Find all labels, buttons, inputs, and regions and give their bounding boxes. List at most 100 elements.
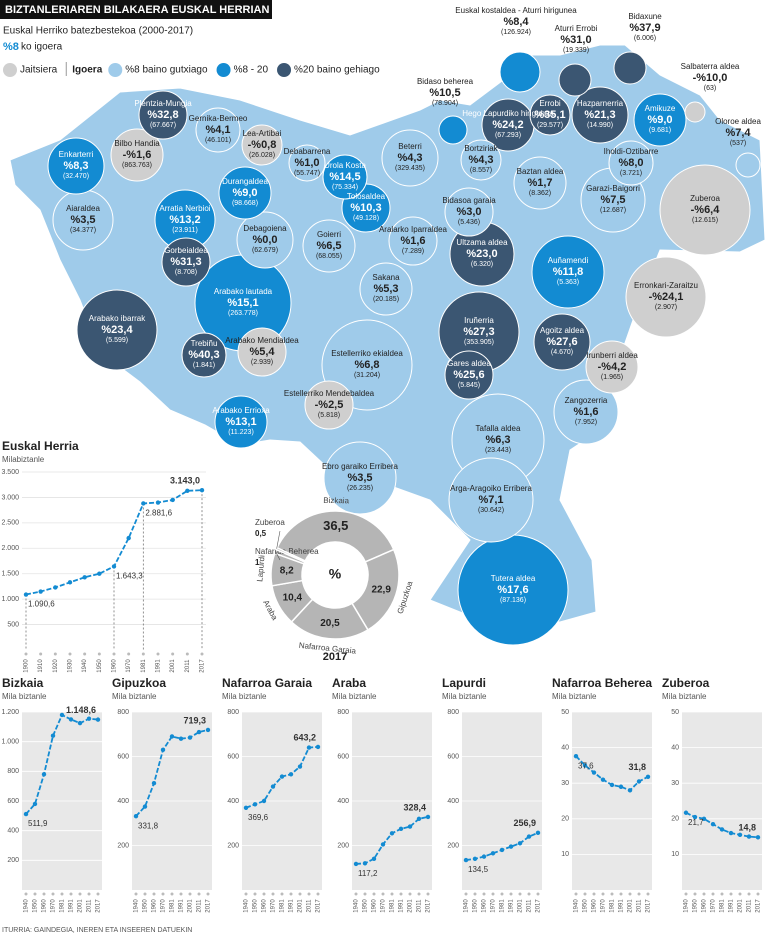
x-tick-label: 2011 (185, 659, 191, 673)
chart-subtitle: Mila biztanle (222, 692, 267, 701)
region-population: (3.721) (620, 170, 642, 177)
region-population: (62.679) (252, 247, 278, 254)
x-tick-dot (87, 892, 91, 896)
region (110, 128, 164, 182)
region-population: (9.681) (649, 127, 671, 134)
x-tick-dot (518, 892, 522, 896)
x-tick-dot (83, 652, 87, 656)
data-point (297, 764, 303, 769)
category-label: Nafarroa Beherea (255, 547, 319, 556)
data-point (526, 834, 532, 839)
region-change: %23,4 (101, 324, 133, 336)
y-tick-label: 600 (117, 753, 129, 760)
x-tick-label: 2011 (307, 899, 313, 913)
x-tick-label: 1950 (693, 899, 699, 913)
region (161, 237, 211, 287)
value-label: 256,9 (513, 818, 536, 828)
y-tick-label: 800 (7, 768, 19, 775)
region-name: Tutera aldea (491, 574, 536, 583)
region (381, 129, 439, 187)
region-population: (7.289) (402, 248, 424, 255)
region-name: Bidaxune (628, 12, 662, 21)
data-point (169, 734, 175, 739)
x-tick-label: 1970 (601, 899, 607, 913)
region-name: Bidaso beherea (417, 77, 474, 86)
region-name: Arabako Mendialdea (225, 336, 299, 345)
x-tick-dot (42, 892, 46, 896)
region-name: Garazi-Baigorri (586, 184, 640, 193)
chart-title: Nafarroa Beherea (552, 676, 652, 690)
region-change: %40,3 (188, 349, 219, 361)
region-name: Zuberoa (690, 194, 720, 203)
x-tick-label: 2001 (298, 899, 304, 913)
x-tick-label: 2001 (738, 899, 744, 913)
x-tick-dot (185, 652, 189, 656)
chart-title: Euskal Herria (2, 439, 79, 453)
data-point (508, 844, 514, 849)
x-tick-dot (536, 892, 540, 896)
x-tick-dot (200, 652, 204, 656)
x-tick-label: 2011 (747, 899, 753, 913)
x-tick-dot (206, 892, 210, 896)
data-point (389, 831, 395, 836)
data-point (517, 841, 523, 846)
donut-segment (276, 510, 395, 563)
value-label: 369,6 (248, 813, 269, 822)
series-line (685, 811, 759, 839)
x-tick-label: 2001 (170, 659, 176, 673)
region-change: -%4,2 (598, 361, 627, 373)
x-tick-dot (646, 892, 650, 896)
value-label: 1.090,6 (28, 600, 55, 609)
data-point (481, 854, 487, 859)
value-label: 21,7 (688, 818, 704, 827)
x-tick-dot (53, 652, 57, 656)
region-population: (63) (704, 85, 716, 92)
region-change: %17,6 (497, 584, 528, 596)
region-change: %9,0 (232, 187, 257, 199)
region-name: Euskal kostaldea - Aturri hirigunea (455, 6, 577, 15)
y-tick-label: 3.500 (1, 469, 19, 476)
x-tick-label: 1960 (592, 899, 598, 913)
y-tick-label: 10 (561, 851, 569, 858)
value-label: 22,9 (371, 584, 391, 595)
data-point (499, 847, 505, 853)
x-tick-dot (188, 892, 192, 896)
chart-title: Gipuzkoa (112, 676, 166, 690)
y-tick-label: 600 (337, 753, 349, 760)
x-tick-dot (509, 892, 513, 896)
donut-segment (275, 546, 307, 563)
legend-label: %8 - 20 (234, 65, 269, 76)
x-tick-dot (298, 892, 302, 896)
region-change: %0,0 (252, 234, 277, 246)
region (76, 289, 158, 371)
region-change: %1,7 (527, 177, 552, 189)
value-label: 20,5 (320, 618, 340, 629)
region (553, 379, 619, 445)
x-tick-label: 2011 (527, 899, 533, 913)
x-tick-dot (408, 892, 412, 896)
region (359, 262, 413, 316)
value-label: 8,2 (280, 565, 294, 576)
region-change: %7,4 (725, 127, 751, 139)
x-tick-dot (500, 892, 504, 896)
y-tick-label: 600 (447, 753, 459, 760)
x-tick-dot (60, 892, 64, 896)
data-point (270, 784, 276, 789)
region (438, 115, 468, 145)
x-tick-dot (583, 892, 587, 896)
data-point (737, 832, 743, 838)
region (323, 441, 397, 515)
region-name: Aralarko Iparraldea (379, 225, 448, 234)
region (585, 340, 639, 394)
category-label: Zuberoa (255, 518, 285, 527)
x-tick-dot (141, 652, 145, 656)
data-point (591, 770, 597, 775)
data-point (151, 781, 157, 786)
region-population: (5.599) (106, 337, 128, 344)
region (388, 216, 438, 266)
x-tick-dot (96, 892, 100, 896)
region-name: Tafalla aldea (476, 424, 521, 433)
x-tick-label: 2011 (197, 899, 203, 913)
data-point (23, 592, 29, 597)
x-tick-label: 2001 (628, 899, 634, 913)
